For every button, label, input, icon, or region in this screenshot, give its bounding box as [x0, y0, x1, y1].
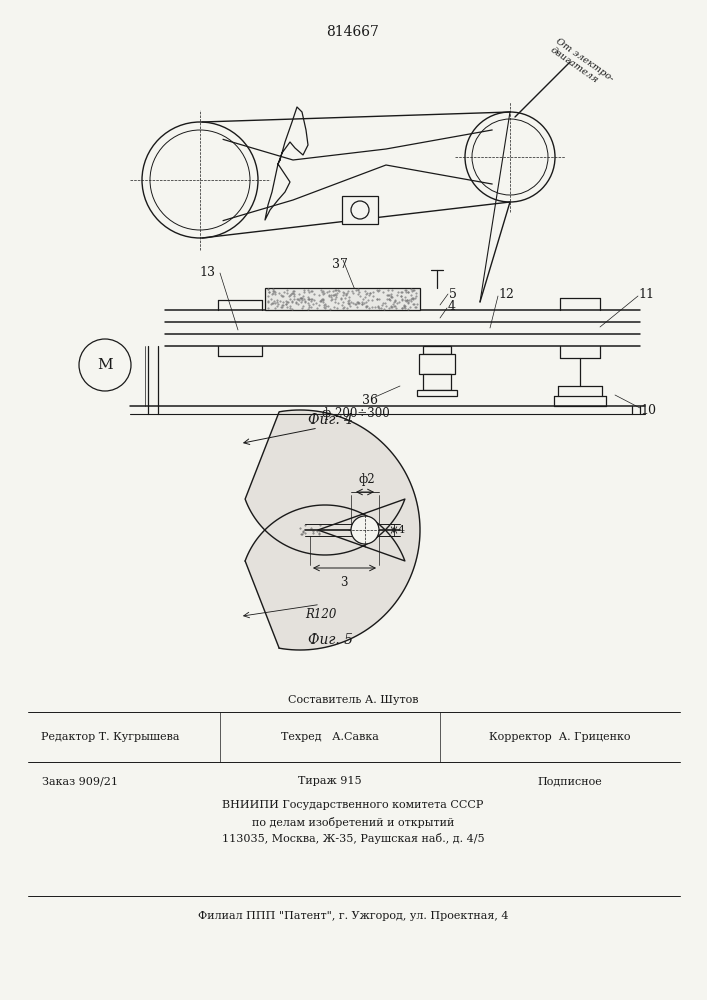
Text: ф2: ф2: [358, 473, 375, 486]
Text: М: М: [97, 358, 113, 372]
Text: 4: 4: [398, 525, 405, 535]
Text: Заказ 909/21: Заказ 909/21: [42, 776, 118, 786]
Text: 5: 5: [449, 288, 457, 300]
Circle shape: [79, 339, 131, 391]
Text: Подписное: Подписное: [537, 776, 602, 786]
Text: R120: R120: [305, 607, 337, 620]
Bar: [419, 354, 455, 374]
Text: 36: 36: [362, 393, 378, 406]
Text: Корректор  А. Гриценко: Корректор А. Гриценко: [489, 732, 631, 742]
Text: 3: 3: [340, 576, 348, 589]
Text: 814667: 814667: [327, 25, 380, 39]
Text: 113035, Москва, Ж-35, Раушская наб., д. 4/5: 113035, Москва, Ж-35, Раушская наб., д. …: [222, 834, 484, 844]
Bar: [423, 374, 451, 390]
Text: 10: 10: [640, 403, 656, 416]
Text: Фиг. 4: Фиг. 4: [308, 413, 353, 427]
Circle shape: [351, 516, 379, 544]
Text: ВНИИПИ Государственного комитета СССР: ВНИИПИ Государственного комитета СССР: [222, 800, 484, 810]
Bar: [423, 346, 451, 354]
Text: Техред   А.Савка: Техред А.Савка: [281, 732, 379, 742]
Text: Редактор Т. Кугрышева: Редактор Т. Кугрышева: [41, 732, 180, 742]
Text: Составитель А. Шутов: Составитель А. Шутов: [288, 695, 419, 705]
Text: От электро-
двигателя: От электро- двигателя: [548, 37, 615, 92]
Polygon shape: [245, 410, 420, 650]
Text: ф 200÷300: ф 200÷300: [322, 407, 390, 420]
Text: 4: 4: [448, 300, 456, 312]
Text: Филиал ППП "Патент", г. Ужгород, ул. Проектная, 4: Филиал ППП "Патент", г. Ужгород, ул. Про…: [198, 911, 508, 921]
Text: 13: 13: [199, 266, 215, 279]
Bar: [265, 288, 420, 310]
Text: Фиг. 5: Фиг. 5: [308, 633, 353, 647]
Text: 12: 12: [498, 288, 514, 300]
Bar: [342, 196, 378, 224]
Text: 37: 37: [332, 258, 348, 271]
Bar: [417, 390, 457, 396]
Text: по делам изобретений и открытий: по делам изобретений и открытий: [252, 816, 454, 828]
Text: 11: 11: [638, 288, 654, 300]
Text: Тираж 915: Тираж 915: [298, 776, 362, 786]
